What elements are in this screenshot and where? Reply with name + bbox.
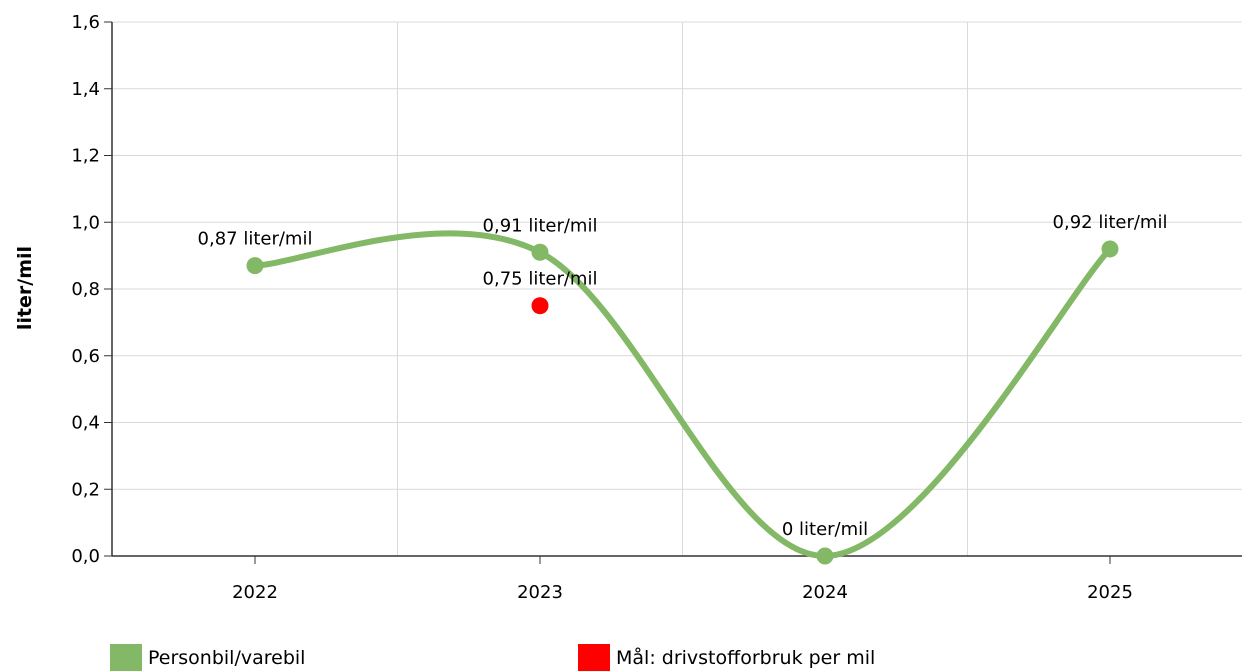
grid [112, 21, 1242, 556]
y-tick-label: 1,4 [71, 79, 100, 100]
data-label-personbil: 0 liter/mil [782, 519, 868, 540]
data-point-maal [531, 297, 549, 315]
x-tick-label: 2023 [517, 582, 563, 603]
data-label-personbil: 0,92 liter/mil [1053, 212, 1168, 233]
legend-item-maal[interactable]: Mål: drivstofforbruk per mil [578, 644, 875, 671]
data-point-personbil [816, 547, 834, 565]
series-line-personbil [252, 230, 1113, 560]
y-tick-label: 1,0 [71, 212, 100, 233]
data-label-personbil: 0,87 liter/mil [198, 229, 313, 250]
data-point-personbil [531, 243, 549, 261]
data-point-personbil [246, 257, 264, 275]
legend-item-personbil[interactable]: Personbil/varebil [110, 644, 305, 671]
y-tick-label: 1,6 [71, 12, 100, 33]
legend-label-maal: Mål: drivstofforbruk per mil [616, 646, 876, 669]
legend-label-personbil: Personbil/varebil [148, 646, 306, 669]
x-tick-label: 2024 [802, 582, 848, 603]
data-label-maal: 0,75 liter/mil [483, 269, 598, 290]
y-tick-label: 0,2 [71, 479, 100, 500]
legend-swatch-personbil [110, 644, 142, 671]
y-axis-title: liter/mil [14, 246, 36, 330]
data-point-personbil [1101, 240, 1119, 258]
tick-labels: 0,0 0,2 0,4 0,6 0,8 1,0 1,2 1,4 1,6 2022 2023 2024 2… [71, 12, 1133, 603]
y-tick-label: 0,0 [71, 546, 100, 567]
y-tick-label: 0,8 [71, 279, 100, 300]
legend-swatch-maal [578, 644, 610, 671]
series-layer [246, 230, 1119, 565]
axes [104, 21, 1242, 564]
x-tick-label: 2025 [1087, 582, 1133, 603]
y-tick-label: 0,4 [71, 413, 100, 434]
data-label-personbil: 0,91 liter/mil [483, 215, 598, 236]
y-tick-label: 0,6 [71, 346, 100, 367]
data-labels: 0,87 liter/mil 0,91 liter/mil 0 liter/mil 0… [198, 212, 1168, 540]
x-tick-label: 2022 [232, 582, 278, 603]
y-tick-label: 1,2 [71, 146, 100, 167]
